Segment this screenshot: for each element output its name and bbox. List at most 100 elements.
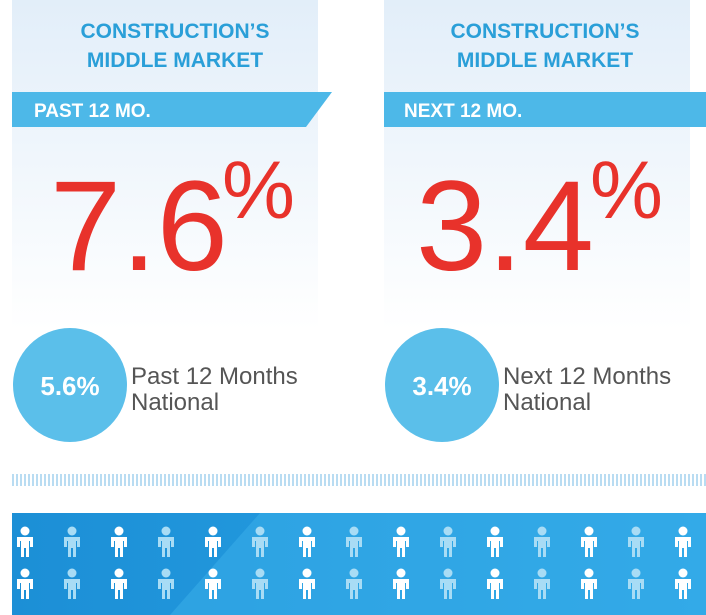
big-number: 7.6 bbox=[50, 155, 228, 298]
person-icon bbox=[158, 526, 174, 557]
panel-right: CONSTRUCTION’S MIDDLE MARKET NEXT 12 MO.… bbox=[384, 0, 706, 442]
person-icon bbox=[17, 526, 33, 557]
body bbox=[17, 579, 33, 599]
person-icon bbox=[440, 526, 456, 557]
head bbox=[631, 526, 641, 536]
head bbox=[396, 526, 406, 536]
person-icon bbox=[581, 526, 597, 557]
person-icon bbox=[628, 526, 644, 557]
head bbox=[537, 526, 547, 536]
head bbox=[490, 568, 500, 578]
body bbox=[628, 579, 644, 599]
national-value: 5.6% bbox=[40, 371, 99, 401]
head bbox=[584, 526, 594, 536]
head bbox=[255, 526, 265, 536]
head bbox=[161, 526, 171, 536]
head bbox=[255, 568, 265, 578]
national-label: National bbox=[131, 389, 219, 416]
person-icon bbox=[299, 526, 315, 557]
head bbox=[67, 568, 77, 578]
head bbox=[631, 568, 641, 578]
bar-highlight bbox=[170, 513, 706, 615]
head bbox=[114, 568, 124, 578]
person-icon bbox=[534, 526, 550, 557]
person-icon bbox=[487, 568, 503, 599]
body bbox=[346, 579, 362, 599]
person-icon bbox=[393, 568, 409, 599]
people-bar bbox=[12, 513, 706, 615]
head bbox=[584, 568, 594, 578]
person-icon bbox=[393, 526, 409, 557]
national-circle bbox=[13, 328, 127, 442]
body bbox=[675, 579, 691, 599]
person-icon bbox=[64, 526, 80, 557]
head bbox=[443, 568, 453, 578]
person-icon bbox=[675, 526, 691, 557]
big-number: 3.4 bbox=[416, 155, 594, 298]
head bbox=[349, 568, 359, 578]
head bbox=[20, 568, 30, 578]
person-icon bbox=[64, 568, 80, 599]
head bbox=[208, 526, 218, 536]
person-icon bbox=[346, 526, 362, 557]
person-icon bbox=[17, 568, 33, 599]
head bbox=[349, 526, 359, 536]
body bbox=[581, 579, 597, 599]
body bbox=[299, 579, 315, 599]
head bbox=[208, 568, 218, 578]
head bbox=[678, 526, 688, 536]
banner bbox=[12, 92, 332, 127]
body bbox=[393, 579, 409, 599]
heading: MIDDLE MARKET bbox=[87, 49, 263, 72]
head bbox=[114, 526, 124, 536]
person-icon bbox=[440, 568, 456, 599]
person-icon bbox=[675, 568, 691, 599]
body bbox=[158, 537, 174, 557]
heading: CONSTRUCTION’S bbox=[81, 20, 270, 43]
body bbox=[675, 537, 691, 557]
person-icon bbox=[111, 526, 127, 557]
head bbox=[490, 526, 500, 536]
person-icon bbox=[252, 526, 268, 557]
head bbox=[67, 526, 77, 536]
heading: CONSTRUCTION’S bbox=[451, 20, 640, 43]
body bbox=[17, 537, 33, 557]
head bbox=[443, 526, 453, 536]
head bbox=[302, 526, 312, 536]
national-label: Next 12 Months bbox=[503, 363, 671, 390]
person-icon bbox=[205, 526, 221, 557]
body bbox=[346, 537, 362, 557]
body bbox=[205, 537, 221, 557]
person-icon bbox=[346, 568, 362, 599]
body bbox=[252, 579, 268, 599]
body bbox=[205, 579, 221, 599]
head bbox=[396, 568, 406, 578]
panel-left: CONSTRUCTION’S MIDDLE MARKET PAST 12 MO.… bbox=[12, 0, 332, 442]
body bbox=[581, 537, 597, 557]
head bbox=[161, 568, 171, 578]
body bbox=[534, 537, 550, 557]
body bbox=[158, 579, 174, 599]
body bbox=[252, 537, 268, 557]
person-icon bbox=[581, 568, 597, 599]
person-icon bbox=[487, 526, 503, 557]
big-unit: % bbox=[590, 145, 663, 236]
national-circle bbox=[385, 328, 499, 442]
heading: MIDDLE MARKET bbox=[457, 49, 633, 72]
body bbox=[487, 579, 503, 599]
body bbox=[64, 537, 80, 557]
banner-text: PAST 12 MO. bbox=[34, 101, 151, 122]
person-icon bbox=[158, 568, 174, 599]
banner-text: NEXT 12 MO. bbox=[404, 101, 522, 122]
person-icon bbox=[111, 568, 127, 599]
body bbox=[393, 537, 409, 557]
body bbox=[111, 579, 127, 599]
person-icon bbox=[534, 568, 550, 599]
dotted-divider bbox=[12, 474, 706, 486]
banner bbox=[384, 92, 706, 127]
body bbox=[111, 537, 127, 557]
panel-bg bbox=[384, 0, 690, 330]
body bbox=[440, 579, 456, 599]
body bbox=[440, 537, 456, 557]
